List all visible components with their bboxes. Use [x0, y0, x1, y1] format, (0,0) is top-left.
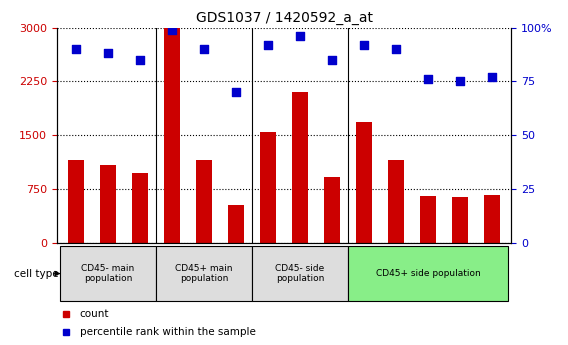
Bar — [356, 122, 372, 243]
Bar — [420, 196, 436, 243]
Text: CD45+ side population: CD45+ side population — [375, 269, 481, 278]
Bar — [292, 92, 308, 243]
Bar — [260, 132, 276, 243]
Point — [328, 57, 337, 63]
Bar — [388, 160, 404, 243]
Bar — [452, 197, 468, 243]
Point — [456, 79, 465, 84]
Bar — [132, 173, 148, 243]
Point — [424, 77, 433, 82]
Bar — [228, 205, 244, 243]
Point — [391, 46, 400, 52]
Bar — [196, 160, 212, 243]
Point — [135, 57, 144, 63]
Title: GDS1037 / 1420592_a_at: GDS1037 / 1420592_a_at — [195, 11, 373, 25]
Point — [264, 42, 273, 48]
Point — [72, 46, 81, 52]
Point — [295, 33, 304, 39]
Point — [199, 46, 208, 52]
Bar — [68, 160, 84, 243]
Point — [487, 74, 496, 80]
Text: CD45- side
population: CD45- side population — [275, 264, 325, 283]
Bar — [348, 246, 508, 301]
Bar — [484, 196, 500, 243]
Text: CD45- main
population: CD45- main population — [81, 264, 135, 283]
Point — [231, 89, 240, 95]
Bar — [100, 165, 116, 243]
Text: CD45+ main
population: CD45+ main population — [176, 264, 233, 283]
Bar — [252, 246, 348, 301]
Text: percentile rank within the sample: percentile rank within the sample — [80, 327, 256, 337]
Bar — [156, 246, 252, 301]
Point — [103, 51, 112, 56]
Bar — [324, 177, 340, 243]
Bar — [60, 246, 156, 301]
Point — [360, 42, 369, 48]
Bar — [164, 28, 180, 243]
Text: count: count — [80, 309, 109, 319]
Point — [168, 27, 177, 32]
Text: cell type: cell type — [14, 268, 59, 278]
